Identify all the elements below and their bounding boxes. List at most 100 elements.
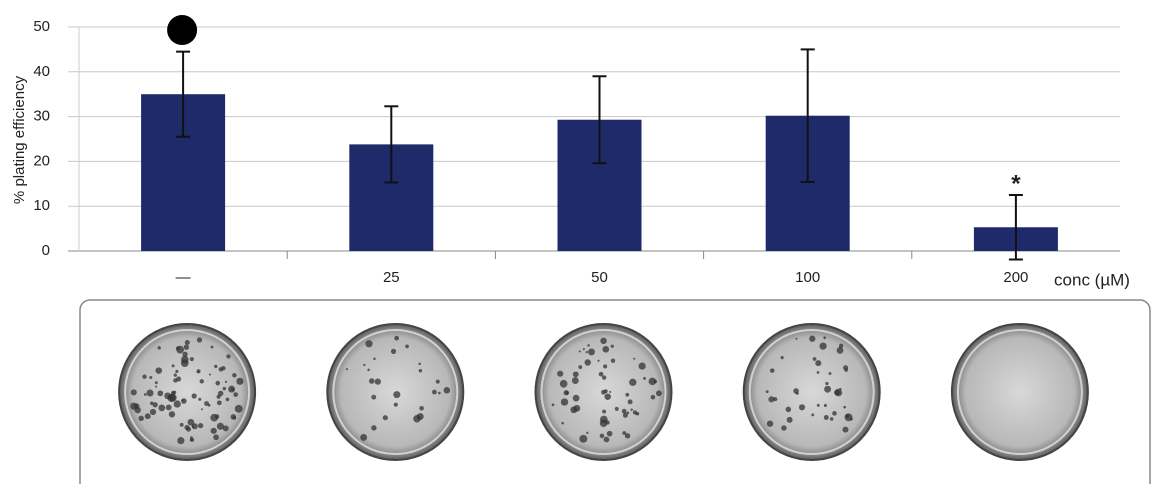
colony [603,364,607,368]
colony [829,372,832,375]
colony [588,348,595,355]
colony [190,357,194,361]
colony [419,406,424,411]
colony [564,390,569,395]
colony [842,427,848,433]
colony [375,378,381,384]
colony [215,414,219,418]
x-tick-label: 50 [591,269,608,286]
colony [214,365,217,368]
colony [232,373,236,377]
colony [155,367,162,374]
colony [201,408,203,410]
colony [560,380,568,388]
colony [215,381,220,386]
colony [226,354,230,358]
colony [155,381,158,384]
colony [579,350,581,352]
colony [363,364,365,366]
colony [231,388,234,391]
colony [611,345,614,348]
colony [217,423,224,430]
colony [226,398,230,402]
colony [557,371,563,377]
colony [223,387,226,390]
colony [138,416,143,421]
colony [150,409,156,415]
colony [633,358,635,360]
colony [787,417,793,423]
colony [817,404,820,407]
colony [192,425,194,427]
colony [579,435,587,443]
colony [796,392,799,395]
colony [609,391,611,393]
colony [444,387,451,394]
colony [630,408,632,410]
colony [824,386,831,393]
colony [830,417,834,421]
colony [602,410,606,414]
colony [155,385,157,387]
colony [211,346,214,349]
colony [586,432,588,434]
colony [813,357,817,361]
colony [843,406,846,409]
colony [654,380,657,383]
y-tick-label: 20 [33,152,50,169]
colony [394,336,399,341]
colony [615,407,619,411]
x-tick-label: — [176,269,191,286]
y-tick-label: 0 [42,242,50,259]
colony [583,348,585,350]
x-axis-label: conc (µM) [1054,270,1130,289]
colony [817,371,820,374]
x-tick-label: 100 [795,269,820,286]
colony [147,389,154,396]
colony [197,337,202,342]
colony [799,404,805,410]
colony [604,393,610,399]
colony [573,395,580,402]
colony [158,346,161,349]
colony [832,411,837,416]
colony [604,437,610,443]
colony [198,398,201,401]
colony [770,368,775,373]
marker-dot [167,15,197,45]
colony [418,363,421,366]
x-tick-label: 25 [383,269,400,286]
colony [602,346,609,353]
colony [187,419,194,426]
colony [578,365,582,369]
colony [622,431,626,435]
colony [824,404,827,407]
colony [586,351,588,353]
y-tick-label: 10 [33,197,50,214]
colony [181,356,189,364]
colony [157,390,163,396]
colony [184,425,189,430]
colony [135,407,141,413]
colony [413,415,421,423]
colony [597,360,599,362]
colony [768,396,774,402]
colony [552,403,555,406]
colony [835,389,843,397]
colony [767,421,773,427]
y-tick-label: 30 [33,108,50,125]
colony [623,413,628,418]
colony [651,395,656,400]
colony [587,344,590,347]
colony [611,359,615,363]
colony [182,352,187,357]
colony [811,413,814,416]
colony [221,366,225,370]
colony [198,423,203,428]
colony [233,392,238,397]
colony [196,369,200,373]
y-axis-label: % plating efficiency [11,75,28,204]
colony [371,395,376,400]
colony [602,375,606,379]
colony [149,376,152,379]
